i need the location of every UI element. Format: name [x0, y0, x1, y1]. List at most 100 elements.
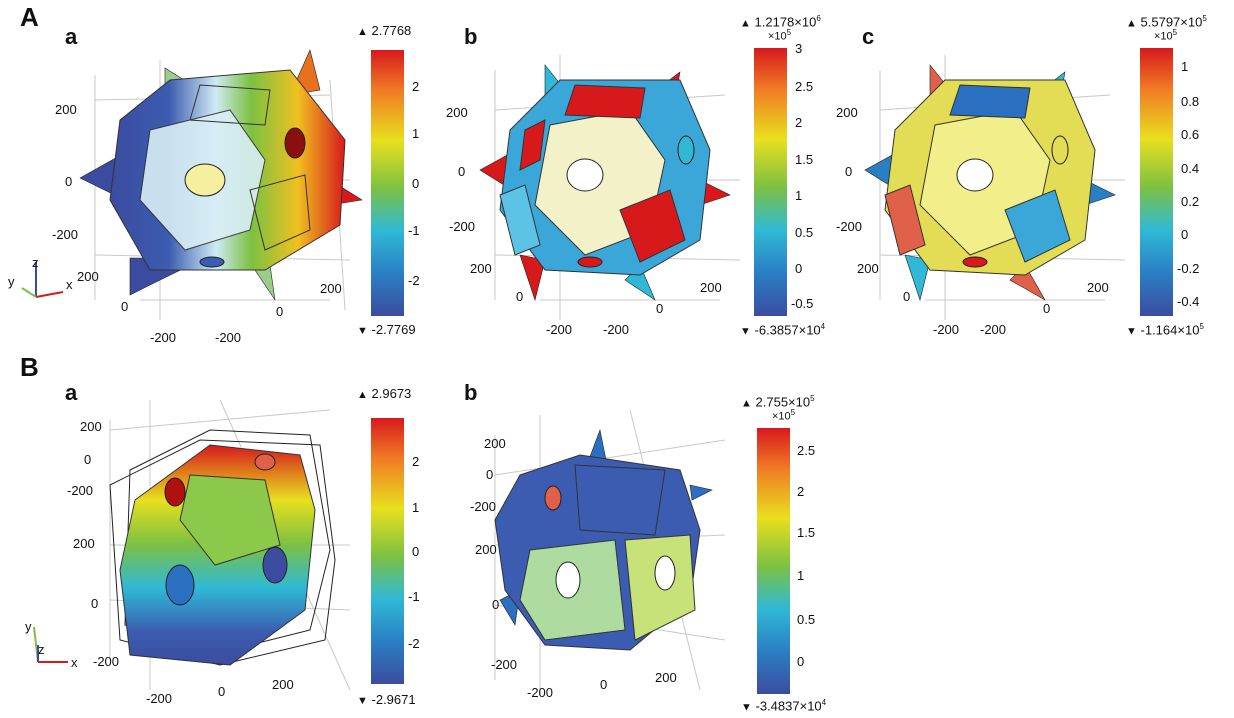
triad-z-label: z: [32, 255, 39, 270]
colorbar-tick: 1: [412, 500, 420, 515]
axis-tick: 200: [655, 670, 677, 685]
pore-hole: [555, 561, 581, 599]
axis-tick: 0: [276, 304, 284, 319]
panel-label-ba: a: [65, 380, 78, 405]
colorbar-min: ▼ -2.7769: [357, 322, 416, 337]
colorbar-tick: -2: [408, 636, 420, 651]
axis-tick: 0: [486, 467, 494, 482]
colorbar-tick: 0: [412, 176, 420, 191]
colorbar-tick: 1: [795, 188, 803, 203]
cell-face: [179, 474, 281, 566]
colorbar-tick: 0: [1181, 227, 1189, 242]
colorbar-max: ▲ 2.755×105: [741, 394, 815, 410]
colorbar-tick: 2.5: [795, 79, 814, 94]
pore-hole: [254, 453, 276, 471]
cell-face: [519, 119, 546, 171]
colorbar-tick: 2: [412, 79, 420, 94]
colorbar-multiplier: ×105: [768, 28, 792, 43]
colorbar-tick: -0.4: [1177, 294, 1200, 309]
axis-tick: 200: [272, 677, 294, 692]
colorbar: [371, 50, 404, 316]
triad-z-label: z: [38, 642, 45, 657]
pore-hole: [654, 555, 676, 591]
triad-y-label: y: [25, 619, 32, 634]
colorbar: [371, 418, 404, 684]
colorbar-tick: 0: [797, 654, 805, 669]
axis-tick: 0: [845, 164, 853, 179]
colorbar-tick: 0.6: [1181, 127, 1200, 142]
colorbar-tick: 1.5: [795, 152, 814, 167]
colorbar: [757, 428, 790, 694]
colorbar-tick: -0.5: [791, 296, 814, 311]
axis-tick: 0: [84, 452, 92, 467]
cell-face: [574, 464, 666, 536]
axis-tick: -200: [93, 654, 120, 669]
pore-hole: [544, 485, 562, 511]
pore-hole: [1051, 135, 1069, 165]
pore-hole: [184, 163, 226, 197]
axis-tick: 0: [656, 301, 664, 316]
axis-tick: 200: [55, 102, 77, 117]
axis-tick: 0: [1043, 301, 1051, 316]
colorbar-min: ▼ -3.4837×104: [741, 698, 827, 714]
cell-face: [564, 84, 646, 119]
axis-tick: -200: [449, 219, 476, 234]
pore-hole: [165, 564, 195, 606]
axis-tick: 200: [80, 419, 102, 434]
axis-tick: 200: [1087, 280, 1109, 295]
colorbar-tick: 1: [412, 126, 420, 141]
triad-y-label: y: [8, 274, 15, 289]
colorbar-tick: 0.5: [797, 612, 816, 627]
cell-face: [249, 174, 311, 251]
axis-tick: 200: [73, 536, 95, 551]
axis-tick: 0: [492, 597, 500, 612]
axis-tick: -200: [491, 657, 518, 672]
colorbar-tick: 0: [412, 544, 420, 559]
colorbar-tick: 0.5: [795, 225, 814, 240]
section-label-a: A: [20, 2, 39, 32]
colorbar-tick: 1.5: [797, 525, 816, 540]
colorbar-tick: 2: [412, 454, 420, 469]
axis-tick: 200: [320, 281, 342, 296]
colorbar-tick: 1: [1181, 59, 1189, 74]
colorbar-tick: 1: [797, 568, 805, 583]
axis-tick: -200: [150, 330, 177, 345]
triad-x-label: x: [71, 655, 78, 670]
axis-triad: [33, 626, 68, 663]
pore-hole: [962, 256, 988, 268]
pore-hole: [577, 256, 603, 268]
axis-tick: 0: [458, 164, 466, 179]
panel-label-ab: b: [464, 24, 478, 49]
colorbar-multiplier: ×105: [1154, 28, 1178, 43]
axis-tick: 200: [857, 261, 879, 276]
colorbar-min: ▼ -2.9671: [357, 692, 416, 707]
cell-face: [619, 189, 686, 263]
colorbar: [754, 48, 787, 316]
axis-tick: 200: [77, 269, 99, 284]
colorbar-tick: 0.8: [1181, 94, 1200, 109]
pore-hole: [199, 256, 225, 268]
colorbar-tick: 0: [795, 261, 803, 276]
axis-tick: 200: [446, 105, 468, 120]
panel-label-ac: c: [862, 24, 875, 49]
colorbar-tick: -0.2: [1177, 261, 1200, 276]
fin-shape: [904, 254, 931, 302]
axis-tick: 0: [600, 677, 608, 692]
panel-label-aa: a: [65, 24, 78, 49]
axis-tick: 0: [218, 684, 226, 699]
colorbar: [1140, 48, 1173, 316]
colorbar-tick: 0.2: [1181, 194, 1200, 209]
cell-face: [884, 184, 926, 256]
axis-tick: -200: [836, 219, 863, 234]
pore-hole: [677, 135, 695, 165]
colorbar-tick: 0.4: [1181, 161, 1200, 176]
axis-tick: -200: [933, 322, 960, 337]
axis-tick: 0: [516, 289, 524, 304]
colorbar-tick: 2: [797, 484, 805, 499]
colorbar-max: ▲ 5.5797×105: [1126, 14, 1207, 30]
axis-tick: 200: [470, 261, 492, 276]
colorbar-max: ▲ 2.7768: [357, 23, 412, 38]
